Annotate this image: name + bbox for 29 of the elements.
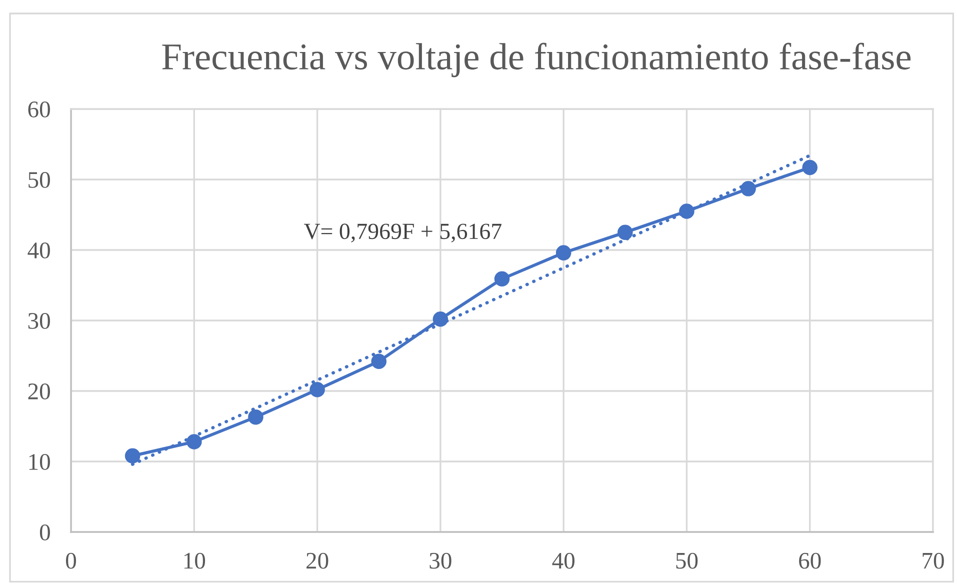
y-tick-label: 0 [40,524,50,540]
x-tick-label: 60 [799,552,821,569]
x-tick-label: 30 [430,552,452,569]
point [310,382,325,398]
y-tick-label: 10 [29,454,50,470]
annotation: V= 0,7969F + 5,6167 [304,224,502,242]
x-tick-label: 20 [306,552,328,569]
point [618,224,633,240]
point [494,271,510,287]
x-tick-label: 0 [66,552,76,569]
point [371,354,386,370]
y-tick-label: 50 [28,172,50,188]
chart-title: Frecuencia vs voltaje de funcionamiento fase-fase [162,42,911,78]
point [248,409,264,425]
point [802,160,818,176]
x-tick-label: 50 [676,552,698,569]
y-tick-label: 30 [28,312,50,329]
y-tick-label: 60 [28,101,50,118]
point [186,434,202,450]
x-tick-label: 40 [552,552,574,569]
point [740,181,756,196]
point [556,245,572,260]
x-tick-label: 70 [922,552,944,569]
point [432,311,448,327]
y-tick-label: 20 [28,383,50,400]
y-tick-label: 40 [28,242,50,258]
point [679,204,694,219]
x-tick-label: 10 [184,552,206,569]
point [124,448,140,464]
